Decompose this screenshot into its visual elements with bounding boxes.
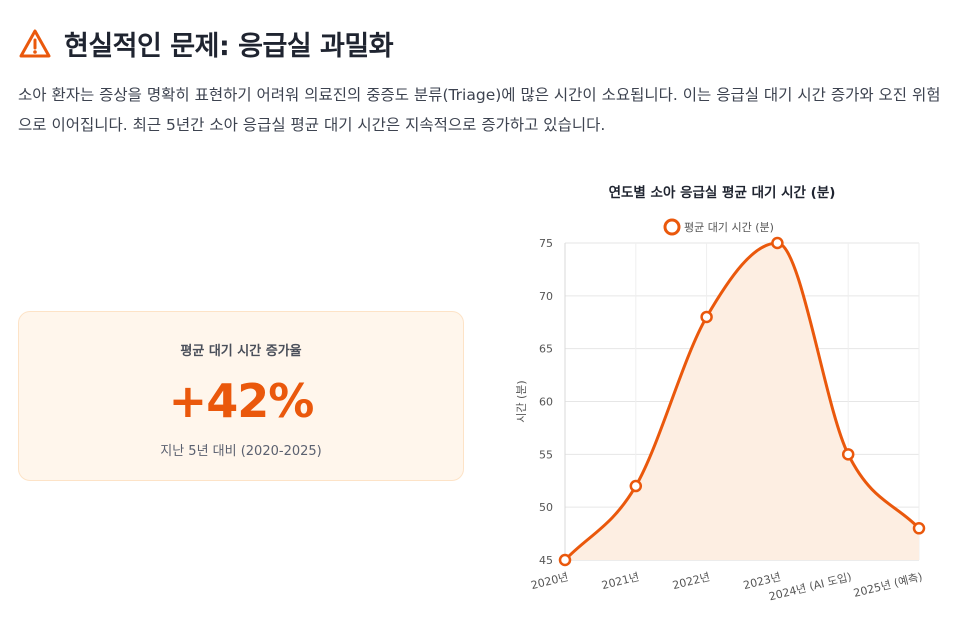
stat-value: +42%	[168, 374, 315, 428]
data-point[interactable]	[700, 310, 713, 324]
series-area	[565, 243, 919, 560]
page-title: 현실적인 문제: 응급실 과밀화	[64, 31, 394, 62]
y-tick-label: 70	[539, 290, 553, 303]
chart-container: 연도별 소아 응급실 평균 대기 시간 (분) 평균 대기 시간 (분) 45 50 5…	[500, 172, 960, 612]
data-point[interactable]	[629, 479, 643, 493]
y-tick-label: 60	[539, 396, 553, 409]
data-point[interactable]	[841, 448, 855, 461]
wait-time-chart: 연도별 소아 응급실 평균 대기 시간 (분) 평균 대기 시간 (분) 45 50 5…	[515, 184, 926, 603]
legend-label[interactable]: 평균 대기 시간 (분)	[684, 221, 774, 234]
chart-title: 연도별 소아 응급실 평균 대기 시간 (분)	[609, 184, 836, 201]
x-tick-label: 2025년 (예측)	[852, 570, 923, 600]
x-tick-label: 2022년	[671, 570, 711, 592]
y-tick-label: 75	[539, 237, 553, 250]
stat-subtext: 지난 5년 대비 (2020-2025)	[160, 444, 322, 459]
data-point[interactable]	[912, 522, 926, 535]
description-text: 소아 환자는 증상을 명확히 표현하기 어려워 의료진의 중증도 분류(Tria…	[18, 86, 941, 134]
data-point[interactable]	[771, 236, 784, 250]
x-tick-label: 2020년	[530, 570, 570, 592]
x-tick-label: 2021년	[600, 570, 640, 592]
y-tick-label: 55	[539, 448, 553, 461]
y-tick-label: 65	[539, 343, 553, 356]
stat-label: 평균 대기 시간 증가율	[180, 344, 302, 359]
data-point[interactable]	[558, 553, 572, 567]
legend-marker[interactable]	[663, 218, 681, 236]
x-tick-label: 2024년 (AI 도입)	[768, 570, 853, 603]
stat-card: 평균 대기 시간 증가율 +42% 지난 5년 대비 (2020-2025)	[18, 311, 464, 481]
y-tick-label: 50	[539, 501, 553, 514]
header: 현실적인 문제: 응급실 과밀화	[18, 24, 394, 63]
y-axis-label: 시간 (분)	[515, 380, 528, 422]
warning-triangle-icon	[19, 29, 51, 57]
y-tick-label: 45	[539, 554, 553, 567]
